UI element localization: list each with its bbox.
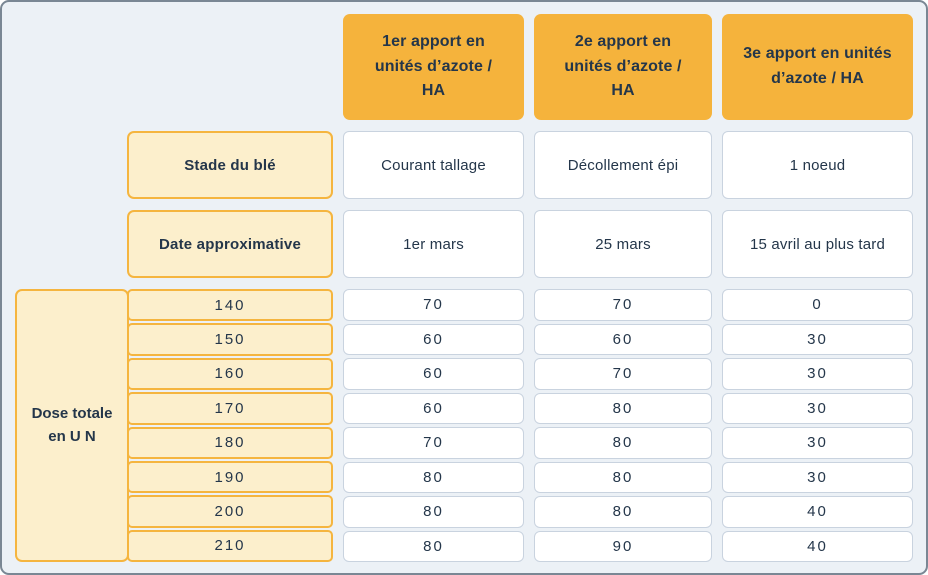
data-cell-200-2: 80 [534,496,712,528]
data-cell-200-1: 80 [343,496,524,528]
data-cell-180-2: 80 [534,427,712,459]
row-label-date-approximative: Date approximative [127,210,333,278]
date-label-wrap: Date approximative [15,210,333,278]
dose-row-label-200: 200 [127,495,333,528]
data-cell-180-3: 30 [722,427,913,459]
top-left-spacer [15,14,333,120]
data-cell-150-2: 60 [534,323,712,355]
data-cell-170-3: 30 [722,392,913,424]
header-2e-apport: 2e apport en unités d’azote / HA [534,14,712,120]
dose-totale-label-box: Dose totale en U N [15,289,129,562]
data-cell-140-2: 70 [534,289,712,321]
dose-row-label-150: 150 [127,323,333,356]
dose-totale-label: Dose totale en U N [31,405,113,445]
table-grid: 1er apport en unités d’azote / HA 2e app… [15,14,913,562]
stade-label-wrap: Stade du blé [15,131,333,199]
dose-row-label-140: 140 [127,289,333,322]
data-cell-190-2: 80 [534,461,712,493]
row-label-stade-du-ble: Stade du blé [127,131,333,199]
date-cell-col1: 1er mars [343,210,524,278]
date-cell-col3: 15 avril au plus tard [722,210,913,278]
data-cell-170-1: 60 [343,392,524,424]
dose-row-label-190: 190 [127,460,333,494]
dose-row-label-180: 180 [127,426,333,459]
stade-cell-col1: Courant tallage [343,131,524,199]
data-cell-160-1: 60 [343,358,524,390]
col-3e-apport-values: 0 30 30 30 30 30 40 40 [722,289,913,562]
data-cell-200-3: 40 [722,496,913,528]
data-cell-210-1: 80 [343,530,524,562]
data-cell-150-1: 60 [343,323,524,355]
data-cell-170-2: 80 [534,392,712,424]
stade-cell-col2: Décollement épi [534,131,712,199]
dose-row-label-160: 160 [127,357,333,391]
col-2e-apport-values: 70 60 70 80 80 80 80 90 [534,289,712,562]
data-cell-140-3: 0 [722,289,913,321]
stade-cell-col3: 1 noeud [722,131,913,199]
data-cell-140-1: 70 [343,289,524,321]
header-3e-apport: 3e apport en unités d’azote / HA [722,14,913,120]
data-cell-160-2: 70 [534,358,712,390]
dose-row-label-170: 170 [127,392,333,425]
data-cell-180-1: 70 [343,427,524,459]
data-cell-210-3: 40 [722,530,913,562]
dose-values-column: 140 150 160 170 180 190 200 210 [127,289,333,562]
data-cell-210-2: 90 [534,530,712,562]
col-1er-apport-values: 70 60 60 60 70 80 80 80 [343,289,524,562]
data-cell-190-3: 30 [722,461,913,493]
data-cell-190-1: 80 [343,461,524,493]
dose-row-label-210: 210 [127,529,333,562]
date-cell-col2: 25 mars [534,210,712,278]
data-cell-150-3: 30 [722,323,913,355]
data-cell-160-3: 30 [722,358,913,390]
dose-column: Dose totale en U N 140 150 160 170 180 1… [15,289,333,562]
header-1er-apport: 1er apport en unités d’azote / HA [343,14,524,120]
